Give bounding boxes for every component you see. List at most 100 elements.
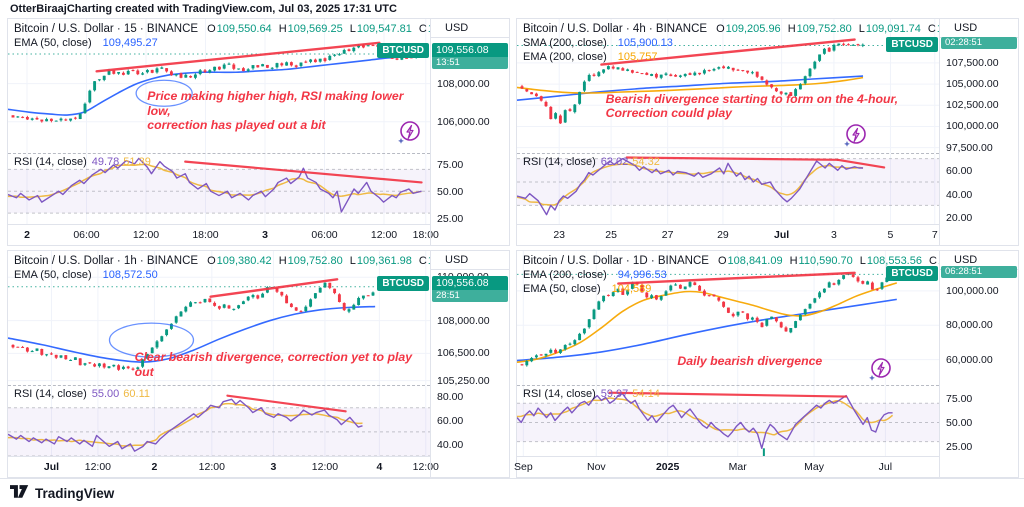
time-tick-label: 3 — [831, 229, 837, 242]
price-tick-label: 100,000.00 — [946, 284, 999, 297]
price-axis[interactable]: USD 108,000.00 106,000.00 75.00 50.00 25.00 B… — [377, 19, 509, 245]
badge-countdown: 06:28:51 — [941, 266, 1017, 279]
price-axis[interactable]: USD 100,000.00 80,000.00 60,000.00 75.00 50.… — [886, 251, 1018, 477]
time-axis[interactable]: Jul 12:00 2 12:00 3 12:00 4 12:00 — [8, 456, 439, 477]
candlestick-chart — [8, 19, 430, 154]
price-axis[interactable]: USD 107,500.00 105,000.00 102,500.00 100,00… — [886, 19, 1018, 245]
chart-grid: Bitcoin / U.S. Dollar · 15 · BINANCE O10… — [7, 18, 1019, 478]
rsi-tick-label: 50.00 — [946, 417, 973, 430]
time-tick-label: 18:00 — [412, 229, 439, 242]
annotation-text[interactable]: Clear bearish divergence, correction yet… — [134, 350, 413, 380]
badge-countdown: 28:51 — [432, 289, 508, 302]
symbol-badge[interactable]: BTCUSD — [886, 266, 938, 282]
rsi-legend[interactable]: RSI (14, close) 62.02 54.32 — [523, 156, 660, 169]
last-price-badge[interactable]: BTCUSD 06:28:51 — [886, 266, 1017, 282]
time-tick-label: 12:00 — [132, 229, 160, 242]
flash-drawing-icon[interactable] — [868, 357, 892, 383]
chart-panel-4h: Bitcoin / U.S. Dollar · 4h · BINANCE O10… — [516, 18, 1019, 246]
price-tick-label: 108,000.00 — [437, 314, 490, 327]
rsi-chart — [8, 154, 430, 225]
time-tick-label: 3 — [270, 461, 277, 474]
candlestick-chart — [517, 19, 939, 154]
currency-label: USD — [431, 19, 509, 38]
price-tick-label: 80,000.00 — [946, 319, 993, 332]
time-tick-label: 18:00 — [192, 229, 219, 242]
rsi-tick-label: 25.00 — [437, 213, 464, 226]
chart-panel-1h: Bitcoin / U.S. Dollar · 1h · BINANCE O10… — [7, 250, 510, 478]
price-pane-4h[interactable]: Bitcoin / U.S. Dollar · 4h · BINANCE O10… — [517, 19, 939, 154]
badge-price: 109,556.08 — [436, 44, 489, 57]
time-tick-label: Nov — [586, 461, 606, 474]
price-tick-label: 100,000.00 — [946, 120, 999, 133]
rsi-tick-label: 40.00 — [437, 438, 464, 451]
time-tick-label: Jul — [774, 229, 790, 242]
rsi-pane-15m[interactable]: RSI (14, close) 49.78 51.39 — [8, 153, 430, 225]
price-axis[interactable]: USD 110,000.00108,000.00106,500.00105,25… — [377, 251, 509, 477]
price-tick-label: 108,000.00 — [437, 77, 490, 90]
rsi-tick-label: 60.00 — [946, 165, 973, 178]
time-tick-label: 2 — [24, 229, 30, 242]
chart-panel-15m: Bitcoin / U.S. Dollar · 15 · BINANCE O10… — [7, 18, 510, 246]
time-tick-label: Mar — [728, 461, 747, 474]
rsi-tick-label: 80.00 — [437, 390, 464, 403]
time-tick-label: 12:00 — [370, 229, 398, 242]
time-tick-label: 25 — [605, 229, 617, 242]
chart-panel-1d: Bitcoin / U.S. Dollar · 1D · BINANCE O10… — [513, 250, 1019, 478]
time-tick-label: 23 — [553, 229, 566, 242]
time-axis[interactable]: Sep Nov 2025 Mar May Jul — [513, 456, 939, 477]
rsi-tick-label: 20.00 — [946, 212, 973, 224]
time-tick-label: 2 — [151, 461, 158, 474]
candlestick-chart — [8, 251, 430, 386]
annotation-text[interactable]: Bearish divergence starting to form on t… — [605, 91, 899, 121]
annotation-text[interactable]: Daily bearish divergence — [677, 354, 823, 369]
price-tick-label: 106,000.00 — [437, 115, 490, 128]
time-tick-label: 4 — [376, 461, 383, 474]
time-tick-label: 12:00 — [198, 461, 225, 474]
flash-drawing-icon[interactable] — [843, 123, 867, 149]
attribution-text: OtterBiraajCharting created with Trading… — [10, 3, 397, 15]
rsi-tick-label: 40.00 — [946, 188, 973, 201]
price-tick-label: 105,000.00 — [946, 78, 999, 91]
price-tick-label: 60,000.00 — [946, 353, 993, 366]
time-axis[interactable]: 2 06:00 12:00 18:00 3 06:00 12:00 18:00 — [8, 224, 439, 245]
time-tick-label: Jul — [43, 461, 60, 474]
time-tick-label: 5 — [887, 229, 894, 242]
price-pane-15m[interactable]: Bitcoin / U.S. Dollar · 15 · BINANCE O10… — [8, 19, 430, 154]
rsi-pane-1h[interactable]: RSI (14, close) 55.00 60.11 — [8, 385, 430, 457]
time-tick-label: 06:00 — [311, 229, 338, 242]
rsi-tick-label: 25.00 — [946, 441, 973, 454]
last-price-badge[interactable]: BTCUSD 02:28:51 — [886, 37, 1017, 53]
time-tick-label: Sep — [513, 461, 533, 474]
tradingview-logo-icon[interactable] — [10, 485, 29, 501]
symbol-badge[interactable]: BTCUSD — [886, 37, 938, 53]
candlestick-chart — [517, 251, 939, 386]
time-tick-label: 29 — [717, 229, 729, 242]
price-tick-label: 97,500.00 — [946, 141, 993, 154]
rsi-legend[interactable]: RSI (14, close) 59.97 54.14 — [523, 388, 660, 401]
last-price-badge[interactable]: BTCUSD 109,556.08 28:51 — [377, 275, 508, 302]
badge-price: 109,556.08 — [436, 276, 489, 289]
badge-countdown: 02:28:51 — [941, 37, 1017, 50]
rsi-legend[interactable]: RSI (14, close) 49.78 51.39 — [14, 156, 151, 169]
rsi-pane-4h[interactable]: RSI (14, close) 62.02 54.32 — [517, 153, 939, 225]
symbol-badge[interactable]: BTCUSD — [377, 43, 429, 59]
price-pane-1d[interactable]: Bitcoin / U.S. Dollar · 1D · BINANCE O10… — [517, 251, 939, 386]
rsi-pane-1d[interactable]: RSI (14, close) 59.97 54.14 — [517, 385, 939, 457]
flash-drawing-icon[interactable] — [397, 120, 421, 146]
rsi-tick-label: 75.00 — [437, 158, 464, 171]
rsi-chart — [517, 386, 939, 457]
price-tick-label: 107,500.00 — [946, 56, 999, 69]
time-tick-label: 12:00 — [84, 461, 112, 474]
symbol-badge[interactable]: BTCUSD — [377, 275, 429, 291]
time-tick-label: 12:00 — [311, 461, 339, 474]
footer-bar: TradingView — [0, 478, 1024, 507]
time-axis[interactable]: 23 25 27 29 Jul 3 5 7 — [517, 224, 939, 245]
price-pane-1h[interactable]: Bitcoin / U.S. Dollar · 1h · BINANCE O10… — [8, 251, 430, 386]
annotation-text[interactable]: Price making higher high, RSI making low… — [147, 88, 404, 133]
last-price-badge[interactable]: BTCUSD 109,556.08 13:51 — [377, 43, 508, 70]
rsi-legend[interactable]: RSI (14, close) 55.00 60.11 — [14, 388, 150, 401]
tradingview-brand[interactable]: TradingView — [35, 485, 115, 501]
time-tick-label: 06:00 — [73, 229, 100, 242]
time-tick-label: May — [804, 461, 824, 474]
rsi-tick-label: 75.00 — [946, 393, 973, 406]
